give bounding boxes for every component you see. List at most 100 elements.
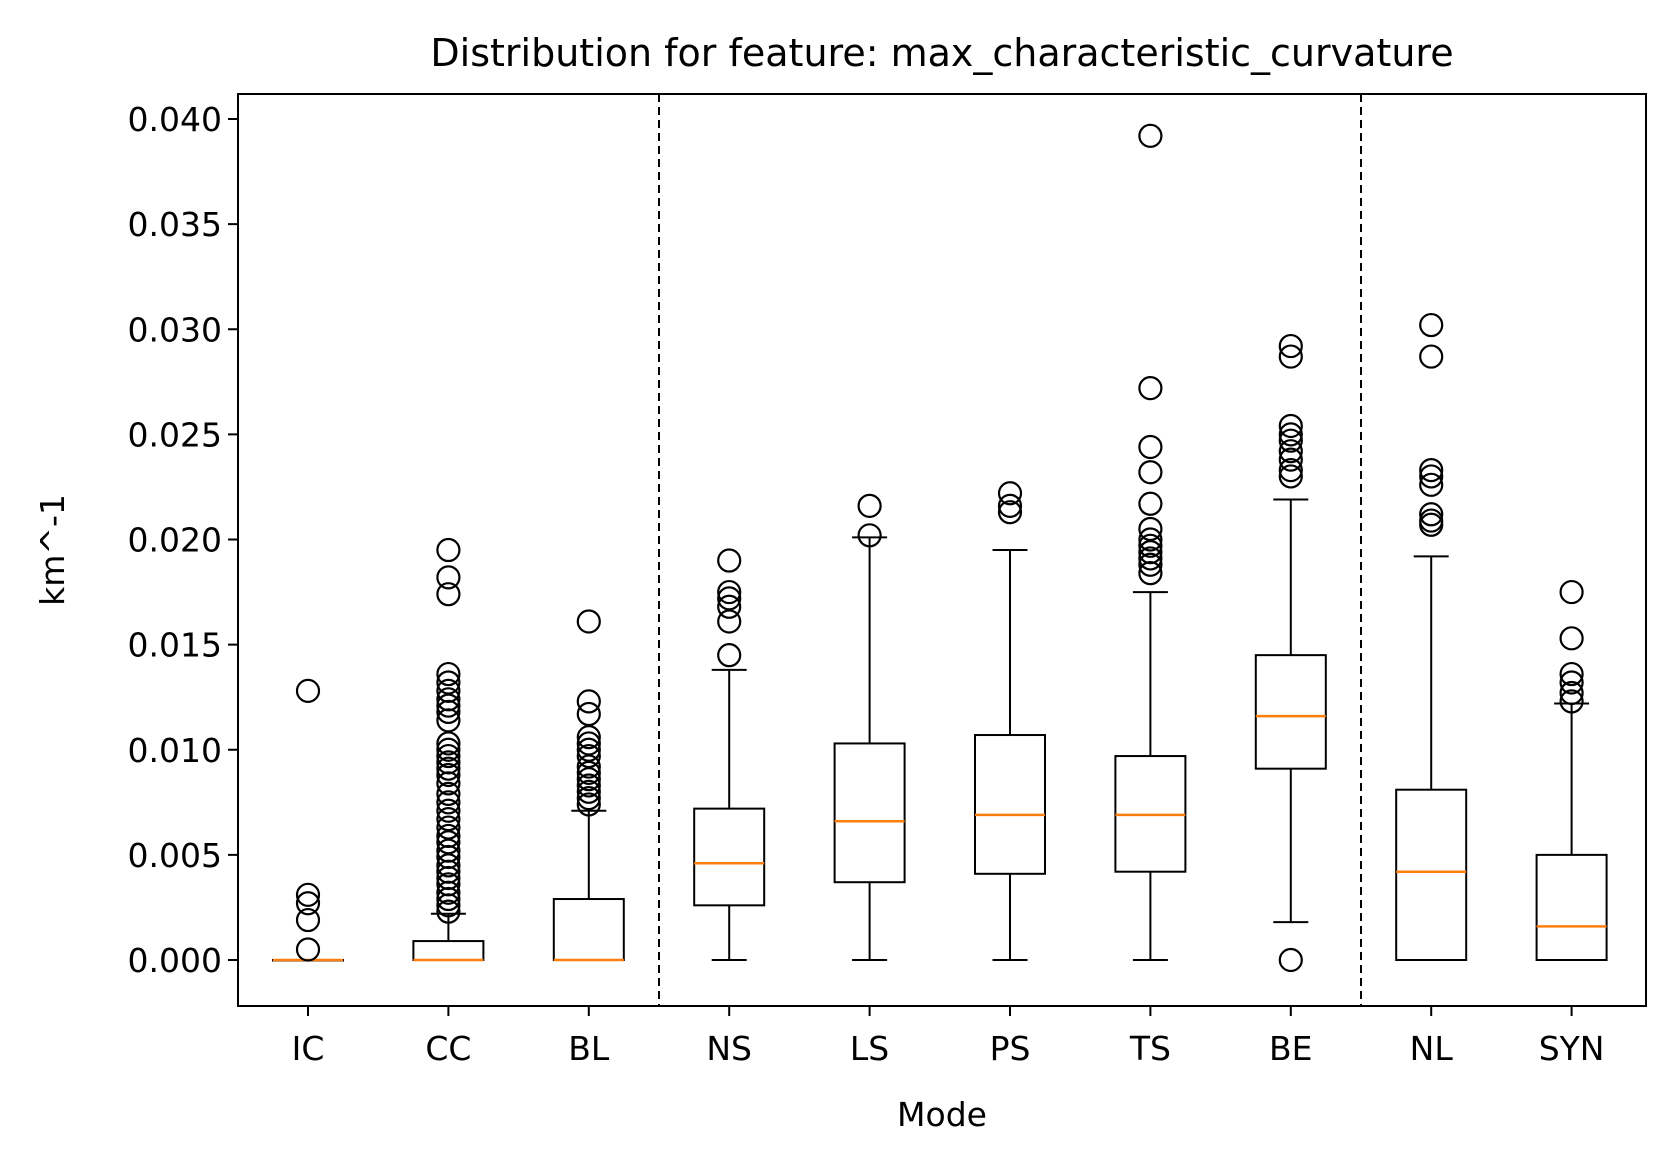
outlier-point bbox=[857, 523, 882, 548]
outlier-point bbox=[717, 594, 742, 619]
outlier-point bbox=[717, 586, 742, 611]
outlier-point bbox=[857, 493, 882, 518]
outlier-point bbox=[576, 689, 601, 714]
outlier-point bbox=[436, 790, 461, 815]
outlier-point bbox=[295, 891, 321, 916]
outlier-point bbox=[436, 661, 461, 687]
outlier-point bbox=[1278, 447, 1303, 472]
outlier-point bbox=[1138, 546, 1163, 571]
x-tick-label: BE bbox=[1269, 1029, 1313, 1068]
outlier-point bbox=[436, 798, 461, 823]
outlier-point bbox=[1138, 491, 1163, 516]
iqr-box bbox=[552, 898, 625, 962]
box-bl bbox=[552, 609, 625, 962]
outlier-point bbox=[576, 701, 601, 727]
x-tick-label: TS bbox=[1129, 1029, 1171, 1068]
y-tick-label: 0.020 bbox=[128, 521, 222, 560]
outlier-point bbox=[1278, 422, 1303, 447]
outlier-point bbox=[1419, 344, 1444, 369]
iqr-box bbox=[974, 734, 1046, 875]
outlier-point bbox=[436, 737, 461, 762]
x-tick-label: NS bbox=[706, 1029, 752, 1068]
outlier-point bbox=[997, 493, 1023, 518]
outlier-point bbox=[436, 699, 461, 725]
outlier-point bbox=[436, 565, 461, 590]
x-tick-label: NL bbox=[1410, 1029, 1454, 1068]
x-tick-label: SYN bbox=[1539, 1029, 1605, 1068]
outlier-point bbox=[576, 725, 601, 750]
outlier-point bbox=[295, 678, 321, 703]
outlier-point bbox=[717, 548, 742, 573]
axes-frame bbox=[237, 93, 1647, 1007]
outlier-point bbox=[436, 880, 461, 905]
outlier-point bbox=[1419, 458, 1444, 483]
iqr-box bbox=[693, 807, 766, 907]
outlier-point bbox=[436, 731, 461, 756]
outlier-point bbox=[436, 807, 461, 832]
y-tick-label: 0.015 bbox=[128, 626, 222, 665]
box-ts bbox=[1114, 123, 1187, 961]
y-tick-label: 0.035 bbox=[128, 205, 222, 244]
outlier-point bbox=[436, 537, 461, 563]
outlier-point bbox=[1559, 689, 1584, 714]
y-tick-label: 0.040 bbox=[128, 100, 222, 139]
iqr-box bbox=[1395, 788, 1468, 962]
outlier-point bbox=[576, 743, 601, 769]
outlier-point bbox=[576, 773, 601, 798]
outlier-point bbox=[1138, 376, 1163, 401]
outlier-point bbox=[436, 893, 461, 918]
box-ps bbox=[974, 481, 1046, 961]
outlier-point bbox=[717, 609, 742, 634]
y-tick-label: 0.030 bbox=[128, 310, 222, 349]
x-axis-label: Mode bbox=[897, 1095, 987, 1134]
outlier-point bbox=[576, 754, 601, 779]
iqr-box bbox=[412, 940, 485, 962]
outlier-point bbox=[436, 693, 461, 718]
outlier-point bbox=[436, 830, 461, 855]
outlier-point bbox=[436, 670, 461, 695]
y-tick-label: 0.005 bbox=[128, 836, 222, 875]
outlier-point bbox=[1138, 123, 1163, 148]
outlier-point bbox=[436, 582, 461, 607]
x-tick-label: PS bbox=[990, 1029, 1031, 1068]
outlier-point bbox=[436, 708, 461, 733]
outlier-point bbox=[1419, 502, 1444, 527]
outlier-point bbox=[295, 937, 321, 962]
outlier-point bbox=[1419, 512, 1444, 537]
outlier-point bbox=[1278, 413, 1303, 439]
iqr-box bbox=[1535, 853, 1608, 961]
box-cc bbox=[412, 537, 485, 962]
iqr-box bbox=[833, 742, 906, 884]
outlier-point bbox=[436, 743, 461, 769]
outlier-point bbox=[1138, 527, 1163, 552]
outlier-point bbox=[576, 779, 601, 804]
iqr-box bbox=[1254, 654, 1327, 770]
outlier-point bbox=[1138, 516, 1163, 542]
y-tick-label: 0.000 bbox=[128, 941, 222, 980]
outlier-point bbox=[1559, 626, 1584, 651]
outlier-point bbox=[1278, 344, 1303, 369]
y-axis: 0.000 0.005 0.010 0.015 0.020 0.025 0.030 0.035… bbox=[128, 100, 238, 980]
outlier-point bbox=[295, 882, 321, 907]
y-tick-label: 0.025 bbox=[128, 415, 222, 454]
outlier-point bbox=[436, 853, 461, 878]
outlier-point bbox=[1278, 439, 1303, 464]
box-ls bbox=[833, 493, 906, 961]
outlier-point bbox=[1559, 680, 1584, 706]
outlier-point bbox=[1419, 472, 1444, 497]
outlier-point bbox=[1278, 947, 1303, 973]
outlier-point bbox=[1559, 579, 1584, 605]
outlier-point bbox=[1138, 552, 1163, 577]
box-ns bbox=[693, 548, 766, 961]
outlier-point bbox=[1419, 464, 1444, 489]
x-tick-label: CC bbox=[425, 1029, 471, 1068]
y-axis-label: km^-1 bbox=[33, 494, 72, 606]
outlier-point bbox=[576, 731, 601, 756]
outlier-point bbox=[436, 781, 461, 807]
box-be bbox=[1254, 333, 1327, 973]
outlier-point bbox=[436, 886, 461, 912]
outlier-point bbox=[1138, 533, 1163, 558]
outlier-point bbox=[1419, 312, 1444, 338]
outlier-point bbox=[1138, 460, 1163, 485]
